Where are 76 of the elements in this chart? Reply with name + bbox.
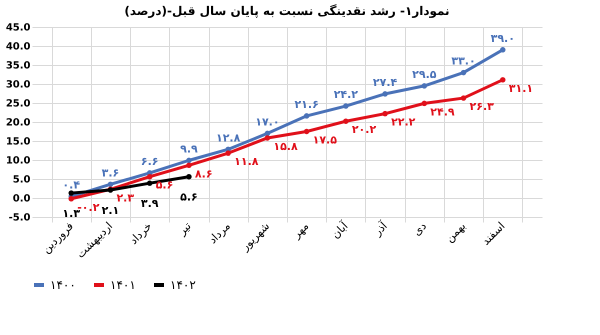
data-label: ۰.۴ [62,178,80,192]
legend-label: ۱۴۰۱ [110,278,136,292]
point [186,158,192,164]
data-label: ۹.۹ [180,142,198,156]
point [422,100,428,106]
point [146,174,152,180]
x-tick-label: اردیبهشت [74,220,116,261]
x-tick-label: آبان [328,218,352,242]
data-label: ۱۵.۸ [273,140,298,153]
point [460,95,466,101]
point [186,174,192,180]
point [186,162,192,168]
x-tick-label: آذر [370,218,390,239]
y-tick-label: 0.0 [12,194,31,204]
point [422,83,428,89]
data-label: ۳۳.۰ [451,54,476,68]
x-tick-label: مرداد [206,219,233,246]
x-tick-label: بهمن [442,220,468,245]
y-tick-label: 25.0 [6,98,31,110]
point [343,103,349,109]
data-label: ۵.۶ [180,190,198,204]
point [225,150,231,156]
data-label: ۸.۶ [194,167,213,180]
point [264,135,270,141]
y-tick-label: 35.0 [6,60,31,72]
data-label: ۲۲.۲ [391,116,416,129]
y-tick-label: 20.0 [6,118,31,128]
point [68,190,74,196]
point [108,182,114,188]
point [382,110,388,116]
data-label: ۲۴.۹ [430,105,455,118]
data-label: ۱۷.۵ [312,134,338,146]
data-label: ۲۹.۵ [412,68,437,81]
y-tick-label: 15.0 [6,136,31,148]
data-label: ۶.۶ [140,154,158,168]
point [382,91,388,97]
point [500,77,506,83]
y-tick-label: 30.0 [6,80,31,90]
data-label: ۲۶.۳ [470,100,494,114]
point [146,180,152,186]
data-label: ۳.۶ [102,166,120,180]
data-label: ۲۱.۶ [294,98,319,111]
x-tick-label: اسفند [479,220,508,248]
x-tick-label: شهریور [238,220,272,254]
data-label: ۱۷.۰ [255,115,280,128]
x-tick-label: مهر [289,219,312,242]
x-tick-label: فروردین [40,220,76,256]
y-tick-label: -5.0 [8,212,31,224]
data-label: ۲.۳ [116,191,134,204]
legend-label: ۱۴۰۰ [50,278,76,292]
chart-title: نمودار۱- رشد نقدینگی نسبت به پایان سال قبل-(درصد) [124,4,450,18]
x-tick-label: خرداد [127,220,154,247]
point [304,113,310,119]
point [68,196,74,202]
point [460,70,466,76]
data-label: ۱۱.۸ [234,155,259,168]
y-tick-label: 10.0 [6,156,31,166]
data-label: ۲.۱ [102,204,120,218]
legend-label: ۱۴۰۲ [170,278,196,292]
data-label: ۳۱.۱ [508,82,534,95]
y-tick-label: 45.0 [6,22,31,34]
point [343,118,349,124]
data-label: ۱۲.۸ [216,131,241,144]
data-label: ۲۷.۴ [372,76,398,89]
x-tick-label: دی [410,219,430,238]
x-tick-label: تیر [174,220,194,238]
y-tick-label: 5.0 [12,174,31,186]
y-tick-label: 40.0 [6,42,31,52]
point [500,47,506,53]
data-label: ۲۴.۲ [334,88,358,102]
data-label: ۳۹.۰ [490,32,515,45]
point [304,128,310,134]
point [264,130,270,136]
data-label: ۵.۶ [156,178,174,192]
data-label: ۳.۹ [140,197,159,210]
data-label: ۲۰.۲ [352,123,376,136]
